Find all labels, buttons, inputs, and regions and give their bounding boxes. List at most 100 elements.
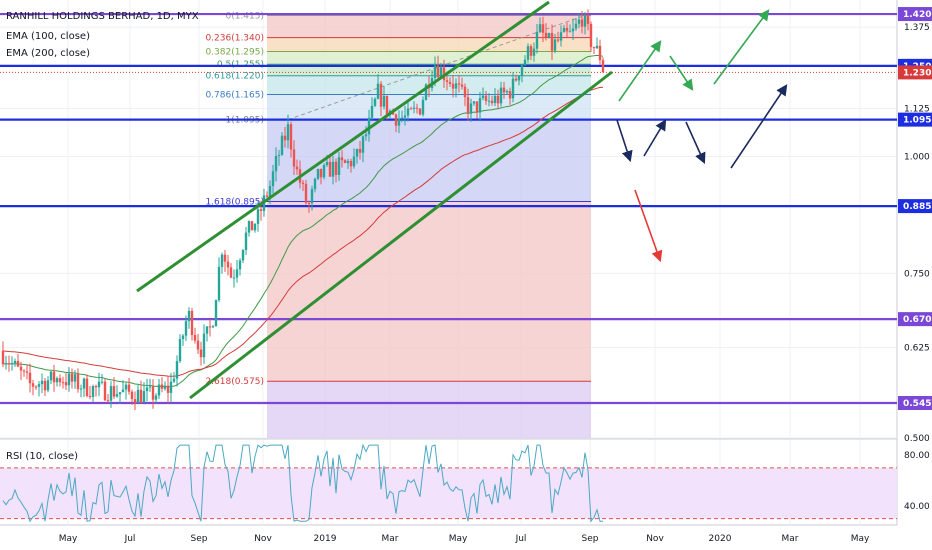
candle-body <box>568 31 572 33</box>
candle-body <box>97 381 101 388</box>
candle-body <box>454 83 458 89</box>
candle-body <box>94 386 98 388</box>
candle-body <box>145 387 149 392</box>
candle-body <box>469 103 473 114</box>
level-tag-label: 0.885 <box>903 202 931 212</box>
candle-body <box>592 47 596 49</box>
candle-body <box>520 65 524 76</box>
channel-upper-line <box>136 0 550 293</box>
candle-body <box>421 99 425 115</box>
candle-body <box>55 378 59 383</box>
candle-body <box>376 83 380 99</box>
candle-body <box>559 32 563 41</box>
candle-body <box>181 335 185 340</box>
candle-body <box>490 100 494 104</box>
level-tag-box <box>898 312 932 327</box>
candle-body <box>205 326 209 334</box>
candle-body <box>451 83 455 89</box>
candle-body <box>274 155 278 172</box>
fib-level-label: 0.382(1.295) <box>205 47 264 57</box>
candle-body <box>16 360 20 367</box>
candle-body <box>544 32 548 38</box>
candle-body <box>550 33 554 51</box>
time-tick-label: Sep <box>191 534 208 544</box>
candle-body <box>472 101 476 104</box>
fib-band <box>267 119 591 202</box>
rsi-tick-label: 40.00 <box>904 502 930 512</box>
candle-body <box>136 389 140 403</box>
candle-body <box>199 349 203 358</box>
candle-body <box>601 60 605 73</box>
candle-body <box>187 310 191 322</box>
price-tick-label: 0.625 <box>904 343 930 353</box>
price-tick-label: 1.125 <box>904 105 930 115</box>
candle-body <box>445 80 449 82</box>
candle-body <box>349 161 353 167</box>
rsi-indicator: 80.00 40.00 <box>0 443 930 523</box>
candle-body <box>547 33 551 38</box>
time-tick-label: Mar <box>782 534 799 544</box>
candle-body <box>232 277 236 279</box>
candle-body <box>400 117 404 119</box>
candle-body <box>571 28 575 32</box>
candle-body <box>178 339 182 362</box>
candle-body <box>535 31 539 49</box>
candle-body <box>49 371 53 381</box>
price-axis: 1.3751.1251.0000.7500.6250.5001.4201.250… <box>898 7 932 444</box>
candle-body <box>259 209 263 211</box>
projection-arrows <box>616 9 788 263</box>
candle-body <box>433 65 437 78</box>
channel-lower-line <box>189 70 613 400</box>
level-tag-label: 0.545 <box>903 399 931 409</box>
candle-body <box>76 374 80 390</box>
candle-body <box>265 195 269 197</box>
candle-body <box>79 388 83 390</box>
candle-body <box>577 19 581 24</box>
candle-body <box>220 254 224 267</box>
level-tag-box <box>898 199 932 214</box>
trend-channel <box>136 0 613 400</box>
candle-body <box>478 98 482 113</box>
candle-body <box>385 95 389 115</box>
time-tick-label: May <box>449 534 468 544</box>
candle-body <box>127 384 131 392</box>
candle-body <box>148 386 152 388</box>
candle-body <box>88 395 92 398</box>
candle-body <box>157 384 161 396</box>
fib-band <box>267 15 591 38</box>
time-axis: May Jul Sep Nov 2019 Mar May Jul Sep Nov 2020 Mar Ma… <box>59 534 870 544</box>
level-tag-label: 0.670 <box>903 315 931 325</box>
candle-body <box>121 389 125 393</box>
candle-body <box>100 381 104 383</box>
candle-body <box>85 378 89 396</box>
price-tick-label: 0.750 <box>904 269 930 279</box>
candle-body <box>379 83 383 107</box>
candle-body <box>328 161 332 177</box>
chart-title: RANHILL HOLDINGS BERHAD, 1D, MYX <box>6 11 199 22</box>
candle-body <box>139 389 143 403</box>
ema100-legend: EMA (100, close) <box>6 31 90 42</box>
rsi-tick-label: 80.00 <box>904 451 930 461</box>
candle-body <box>82 378 86 389</box>
fib-level-label: 1.618(0.895) <box>205 198 264 208</box>
candle-body <box>394 114 398 126</box>
candle-body <box>493 95 497 104</box>
candle-body <box>112 386 116 397</box>
candle-body <box>289 124 293 150</box>
candle-body <box>19 366 23 371</box>
fib-band <box>267 201 591 382</box>
candle-body <box>481 95 485 99</box>
candle-body <box>457 83 461 85</box>
candle-body <box>130 391 134 400</box>
candle-body <box>184 321 188 336</box>
candle-body <box>538 24 542 32</box>
candle-body <box>226 261 230 268</box>
candle-body <box>64 382 68 386</box>
candle-body <box>175 361 179 379</box>
candle-body <box>10 363 14 365</box>
candle-body <box>208 326 212 328</box>
candle-body <box>361 136 365 153</box>
candle-body <box>211 326 215 328</box>
time-tick-label: 2019 <box>314 534 337 544</box>
